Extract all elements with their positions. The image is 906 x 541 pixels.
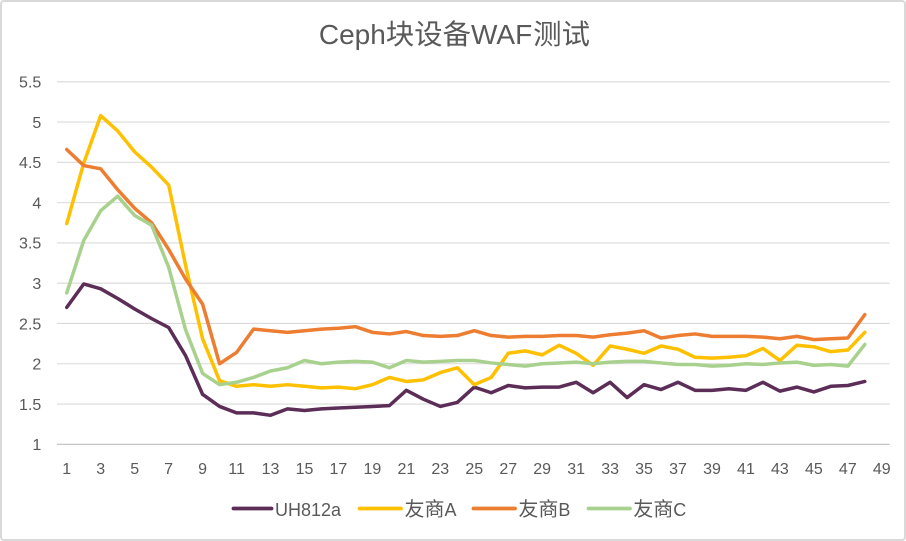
svg-text:39: 39: [703, 461, 721, 478]
svg-text:11: 11: [228, 461, 245, 478]
svg-text:2: 2: [32, 357, 41, 374]
svg-text:29: 29: [533, 461, 551, 478]
svg-text:5: 5: [130, 461, 139, 478]
svg-text:9: 9: [198, 461, 207, 478]
svg-text:33: 33: [601, 461, 619, 478]
svg-text:21: 21: [397, 461, 415, 478]
svg-text:17: 17: [330, 461, 348, 478]
svg-text:3: 3: [32, 276, 41, 293]
svg-text:Ceph: Ceph: [319, 19, 386, 50]
svg-text:UH812a: UH812a: [275, 500, 342, 520]
svg-text:41: 41: [737, 461, 755, 478]
svg-text:13: 13: [262, 461, 280, 478]
svg-text:4: 4: [32, 195, 41, 212]
svg-text:3: 3: [96, 461, 105, 478]
svg-text:19: 19: [363, 461, 381, 478]
svg-text:5.5: 5.5: [19, 75, 41, 92]
svg-text:43: 43: [771, 461, 789, 478]
svg-text:2.5: 2.5: [19, 316, 41, 333]
svg-text:A: A: [445, 500, 457, 520]
svg-text:15: 15: [296, 461, 314, 478]
svg-text:5: 5: [32, 115, 41, 132]
svg-text:35: 35: [635, 461, 653, 478]
svg-text:25: 25: [465, 461, 483, 478]
svg-text:1.5: 1.5: [19, 397, 41, 414]
svg-text:B: B: [558, 500, 570, 520]
svg-text:45: 45: [805, 461, 823, 478]
svg-text:4.5: 4.5: [19, 155, 41, 172]
svg-text:49: 49: [873, 461, 891, 478]
svg-text:47: 47: [839, 461, 857, 478]
svg-text:WAF: WAF: [471, 19, 532, 50]
svg-text:31: 31: [567, 461, 585, 478]
svg-text:27: 27: [499, 461, 517, 478]
svg-text:23: 23: [431, 461, 449, 478]
svg-text:3.5: 3.5: [19, 236, 41, 253]
svg-text:1: 1: [62, 461, 71, 478]
svg-text:37: 37: [669, 461, 687, 478]
svg-text:1: 1: [32, 437, 41, 454]
svg-text:C: C: [673, 500, 686, 520]
svg-text:7: 7: [164, 461, 173, 478]
